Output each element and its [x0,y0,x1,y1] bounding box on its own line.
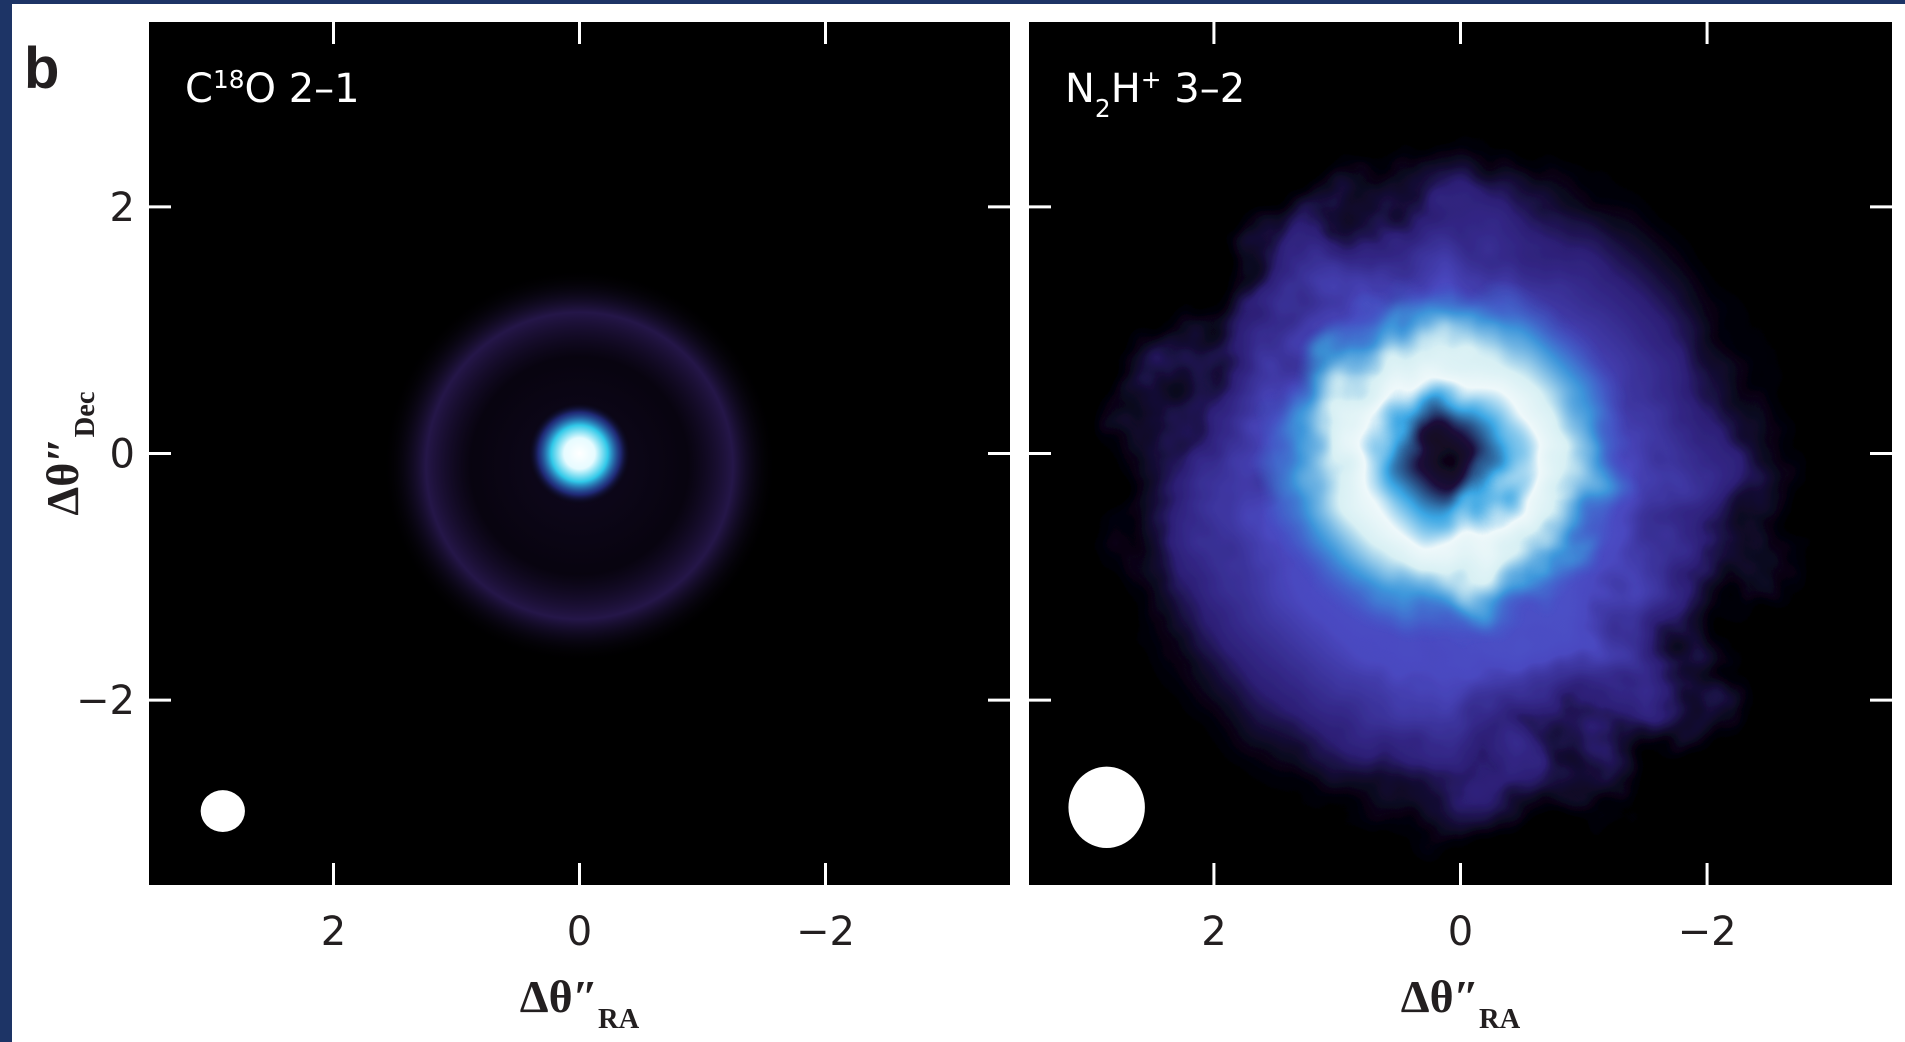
text-segment: C [185,66,213,112]
text-segment: Dec [70,391,101,437]
beam [201,790,245,832]
text-segment: H [1111,66,1141,112]
text-segment: + [1141,65,1162,94]
emission-ring [1257,275,1639,645]
text-segment: RA [1479,1004,1521,1035]
text-segment: Δθ″ [520,971,598,1022]
text-segment: O 2–1 [245,66,360,112]
figure: b C18O 2–120−2−202Δθ″RAΔθ″DecN2H+ 3–220−… [0,0,1905,1042]
text-segment: Δθ″ [37,437,88,515]
text-segment: Δθ″ [1401,971,1479,1022]
x-tick-label: −2 [796,909,855,955]
text-segment: N [1065,66,1095,112]
x-tick-label: 2 [1201,909,1226,955]
beam [1068,767,1144,848]
x-tick-label: 2 [321,909,346,955]
panel-title: C18O 2–1 [185,65,360,113]
x-tick-label: −2 [1678,909,1737,955]
x-tick-label: 0 [1448,909,1473,955]
y-tick-label: −2 [76,678,135,724]
emission-core [528,402,631,505]
figure-label: b [24,36,59,101]
text-segment: 2 [1095,94,1111,123]
x-tick-label: 0 [567,909,592,955]
text-segment: 3–2 [1162,66,1246,112]
text-segment: RA [598,1004,640,1035]
y-tick-label: 0 [110,432,135,478]
text-segment: 18 [213,65,245,94]
y-tick-label: 2 [110,185,135,231]
